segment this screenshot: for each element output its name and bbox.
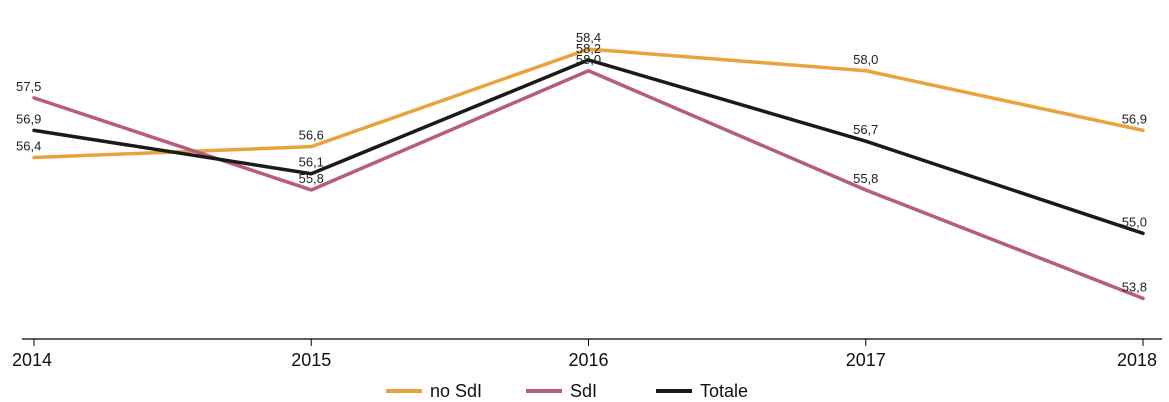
data-label: 53,8 (1122, 279, 1147, 294)
data-label: 56,9 (1122, 111, 1147, 126)
series-no-sdi: 56,4 56,6 58,4 58,0 56,9 (16, 30, 1147, 160)
legend: no SdI SdI Totale (386, 381, 748, 401)
series-sdi: 57,5 55,8 58,0 55,8 53,8 (16, 52, 1147, 301)
data-label: 56,7 (853, 122, 878, 137)
x-tick-label: 2016 (568, 350, 608, 370)
data-label: 55,0 (1122, 214, 1147, 229)
legend-label: no SdI (430, 381, 482, 401)
legend-item: SdI (526, 381, 597, 401)
x-ticks: 2014 2015 2016 2017 2018 (12, 339, 1157, 370)
series-line (32, 69, 1145, 301)
series-layer: 56,4 56,6 58,4 58,0 56,957,5 55,8 58,0 55,8 53,8… (16, 30, 1147, 301)
legend-item: Totale (656, 381, 748, 401)
data-label: 57,5 (16, 79, 41, 94)
data-label: 56,6 (299, 128, 324, 143)
data-label: 55,8 (853, 171, 878, 186)
x-tick-label: 2017 (846, 350, 886, 370)
data-label: 56,4 (16, 138, 41, 153)
data-label: 56,1 (299, 155, 324, 170)
series-totale: 56,9 56,1 58,2 56,7 55,0 (16, 41, 1147, 236)
legend-label: Totale (700, 381, 748, 401)
x-tick-label: 2018 (1117, 350, 1157, 370)
x-tick-label: 2014 (12, 350, 52, 370)
series-line (32, 47, 1145, 160)
legend-label: SdI (570, 381, 597, 401)
data-label: 55,8 (299, 171, 324, 186)
legend-item: no SdI (386, 381, 482, 401)
x-tick-label: 2015 (291, 350, 331, 370)
data-label: 58,0 (853, 52, 878, 67)
series-line (32, 58, 1145, 236)
data-label: 58,4 (576, 30, 601, 45)
data-label: 56,9 (16, 111, 41, 126)
data-label: 58,2 (576, 41, 601, 56)
